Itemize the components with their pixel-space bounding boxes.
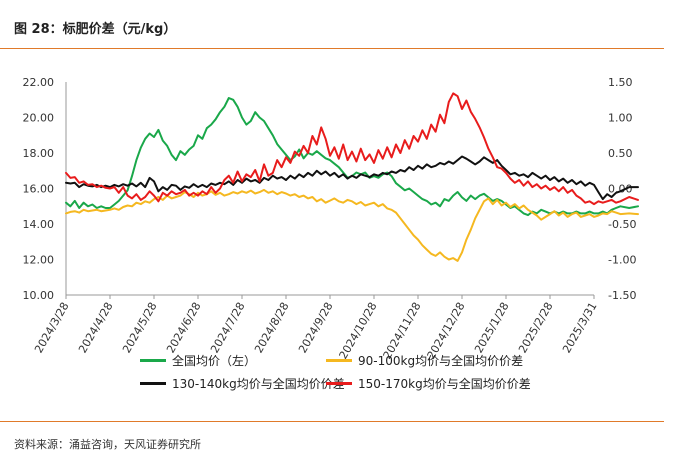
line-chart: 10.00 12.00 14.00 16.00 18.00 20.00 22.00 -1.50… bbox=[23, 76, 639, 361]
legend-swatch-green bbox=[140, 359, 166, 362]
y-right-tick-label: -0.50 bbox=[608, 218, 636, 231]
y-right-tick-label: -1.00 bbox=[608, 254, 636, 267]
series-line-2 bbox=[65, 155, 639, 201]
y-right-tick-label: 1.50 bbox=[608, 76, 633, 89]
x-tick-label: 2024/4/28 bbox=[76, 300, 115, 355]
legend-item-national-avg: 全国均价（左） bbox=[140, 352, 256, 369]
x-tick-label: 2024/8/28 bbox=[252, 300, 291, 355]
chart-series bbox=[65, 92, 639, 262]
y-right-tick-label: 0.50 bbox=[608, 147, 633, 160]
x-tick-label: 2024/3/28 bbox=[32, 300, 71, 355]
series-line-1 bbox=[65, 188, 639, 262]
legend-label: 150-170kg均价与全国均价价差 bbox=[358, 377, 531, 391]
series-line-3 bbox=[65, 92, 639, 206]
y-left-tick-label: 14.00 bbox=[23, 218, 55, 231]
legend-swatch-yellow bbox=[326, 359, 352, 362]
legend-label: 全国均价（左） bbox=[172, 354, 257, 368]
y-right-tick-label: -1.50 bbox=[608, 289, 636, 302]
x-tick-label: 2024/7/28 bbox=[208, 300, 247, 355]
legend-label: 130-140kg均价与全国均价价差 bbox=[172, 377, 345, 391]
series-line-0 bbox=[65, 97, 639, 217]
legend-item-130-140kg: 130-140kg均价与全国均价价差 bbox=[140, 375, 345, 392]
x-tick-label: 2025/2/28 bbox=[516, 300, 555, 355]
legend-swatch-black bbox=[140, 382, 166, 385]
x-tick-label: 2024/9/28 bbox=[296, 300, 335, 355]
legend-item-90-100kg: 90-100kg均价与全国均价价差 bbox=[326, 352, 523, 369]
x-tick-label: 2025/1/28 bbox=[472, 300, 511, 355]
x-tick-label: 2024/6/28 bbox=[164, 300, 203, 355]
y-left-tick-label: 20.00 bbox=[23, 112, 55, 125]
bottom-divider bbox=[0, 421, 664, 422]
y-right-tick-label: 1.00 bbox=[608, 112, 633, 125]
y-left-tick-label: 10.00 bbox=[23, 289, 55, 302]
x-tick-label: 2025/3/31 bbox=[560, 300, 599, 355]
y-left-tick-label: 16.00 bbox=[23, 183, 55, 196]
y-left-tick-label: 22.00 bbox=[23, 76, 55, 89]
x-tick-label: 2024/5/28 bbox=[120, 300, 159, 355]
top-divider bbox=[0, 48, 664, 49]
chart-title: 图 28：标肥价差（元/kg） bbox=[14, 22, 177, 37]
legend-swatch-red bbox=[326, 382, 352, 385]
source-note: 资料来源：涌益咨询，天风证券研究所 bbox=[14, 438, 201, 451]
y-right-tick-label: 0.00 bbox=[608, 183, 633, 196]
legend-label: 90-100kg均价与全国均价价差 bbox=[358, 354, 524, 368]
legend-item-150-170kg: 150-170kg均价与全国均价价差 bbox=[326, 375, 531, 392]
y-left-tick-label: 12.00 bbox=[23, 254, 55, 267]
y-left-tick-label: 18.00 bbox=[23, 147, 55, 160]
